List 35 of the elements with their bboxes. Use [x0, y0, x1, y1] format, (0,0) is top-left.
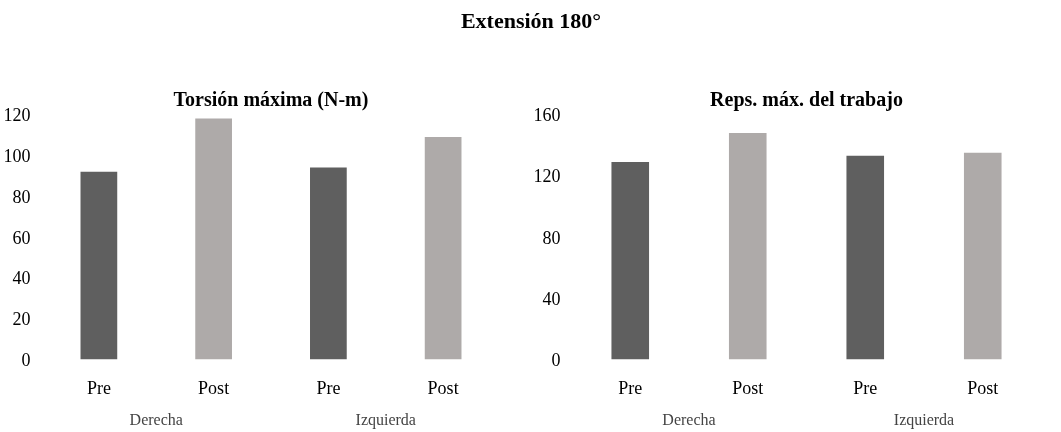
chart-title: Reps. máx. del trabajo [710, 87, 903, 111]
y-tick-label: 100 [3, 145, 31, 166]
x-tick-label: Pre [853, 377, 878, 398]
y-tick-label: 40 [12, 268, 31, 289]
text: Extensión 180° [460, 7, 602, 33]
text: Derecha [662, 410, 716, 428]
chart-title: Torsión máxima (N-m) [173, 87, 369, 111]
y-tick-label: 40 [542, 288, 561, 309]
bar [195, 118, 232, 360]
x-tick-label: Pre [316, 377, 341, 398]
bar [846, 155, 885, 360]
bar [80, 171, 118, 360]
y-tick-label: 120 [3, 105, 31, 125]
x-tick-label: Pre [618, 377, 643, 398]
y-tick-label: 0 [21, 350, 31, 370]
y-tick-label: 60 [12, 227, 31, 248]
y-tick-label: 80 [12, 186, 31, 207]
bar [963, 152, 1002, 360]
y-tick-label: 120 [533, 166, 561, 187]
x-tick-label: Post [967, 377, 999, 398]
bar [611, 161, 650, 360]
bar [728, 132, 767, 360]
y-tick-label: 20 [12, 309, 31, 330]
text: Izquierda [355, 410, 416, 429]
x-tick-label: Post [198, 377, 230, 398]
text: Derecha [129, 410, 183, 428]
y-tick-label: 0 [551, 350, 561, 370]
y-tick-label: 80 [542, 227, 561, 248]
x-tick-label: Pre [86, 377, 111, 398]
bar [424, 136, 462, 360]
x-tick-label: Post [732, 377, 764, 398]
x-tick-label: Post [427, 377, 459, 398]
y-tick-label: 160 [533, 105, 561, 125]
text: Izquierda [893, 410, 955, 429]
bar [310, 167, 347, 360]
